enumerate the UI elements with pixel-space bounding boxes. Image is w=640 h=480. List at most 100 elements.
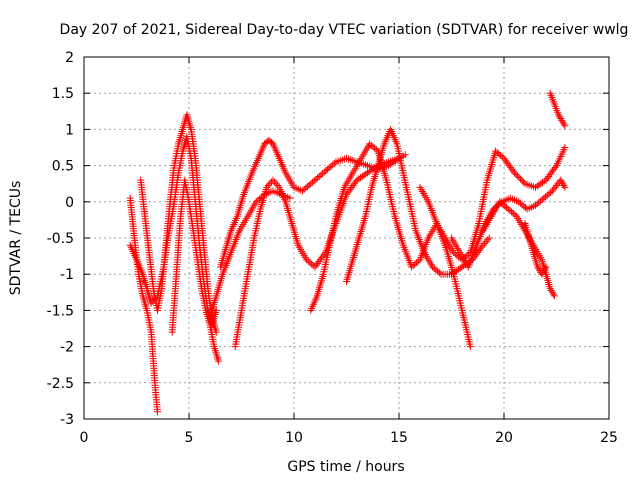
y-tick-label: 2 (65, 50, 74, 66)
series-arc-11 (448, 176, 569, 271)
data-point (327, 162, 335, 170)
data-point (154, 408, 161, 416)
data-point (324, 165, 332, 173)
data-point (476, 245, 484, 253)
series-arc-4 (168, 176, 222, 365)
series-arc-5 (217, 136, 409, 271)
series-arc-3 (137, 111, 220, 336)
data-point (546, 285, 554, 293)
data-point (550, 185, 558, 193)
data-point (557, 176, 565, 184)
data-point (509, 209, 517, 217)
series-arc-13 (521, 220, 550, 278)
data-point (555, 111, 563, 119)
data-point (535, 265, 543, 273)
data-point (498, 153, 506, 161)
data-point (484, 236, 492, 244)
data-point (479, 241, 487, 249)
data-point (450, 248, 458, 256)
data-point (549, 167, 557, 175)
x-tick-label: 20 (495, 430, 513, 446)
series-arc-14 (546, 89, 569, 130)
data-point (495, 150, 503, 158)
data-point (429, 263, 437, 271)
data-point (560, 120, 568, 128)
data-point (314, 259, 322, 267)
y-tick-label: 0.5 (52, 159, 74, 175)
data-point (434, 267, 442, 275)
data-point (401, 151, 409, 159)
data-point (545, 190, 553, 198)
y-tick-label: -1.5 (47, 303, 74, 319)
grid-lines (84, 57, 609, 419)
series-arc-6 (206, 187, 294, 322)
data-point (366, 140, 374, 148)
data-point (493, 149, 501, 157)
data-points (126, 89, 569, 416)
data-point (514, 172, 521, 180)
data-point (344, 189, 352, 197)
data-point (518, 201, 526, 209)
data-point (315, 258, 323, 266)
data-point (304, 257, 312, 265)
data-point (556, 113, 564, 121)
data-point (545, 172, 553, 180)
data-point (501, 156, 509, 164)
data-point (558, 178, 566, 186)
data-point (504, 160, 512, 168)
data-point (308, 178, 316, 186)
series-arc-7 (231, 154, 403, 351)
data-point (315, 172, 323, 180)
data-point (551, 183, 559, 191)
y-tick-label: 0 (65, 195, 74, 211)
data-point (548, 288, 556, 296)
data-point (482, 238, 490, 246)
data-point (314, 174, 322, 182)
x-tick-label: 5 (185, 430, 194, 446)
data-point (557, 115, 565, 123)
data-point (349, 182, 357, 190)
data-point (305, 181, 313, 189)
data-point (547, 169, 555, 177)
data-point (517, 175, 524, 183)
data-point (559, 180, 567, 188)
data-point (551, 163, 559, 171)
data-point (561, 122, 569, 130)
data-point (264, 182, 272, 190)
data-point (538, 270, 546, 278)
data-point (272, 180, 280, 188)
series-arc-10 (416, 144, 569, 264)
series-arc-8 (307, 140, 474, 351)
data-point (263, 183, 271, 191)
data-point (550, 165, 558, 173)
data-point (553, 182, 560, 190)
data-point (547, 286, 555, 294)
data-point (561, 183, 569, 191)
data-point (520, 202, 528, 210)
data-point (269, 176, 277, 184)
data-point (511, 169, 518, 177)
data-point (350, 180, 358, 188)
data-point (505, 162, 513, 170)
y-axis-label: SDTVAR / TECUs (8, 181, 24, 296)
data-point (307, 180, 315, 188)
data-point (319, 252, 327, 260)
data-point (542, 193, 550, 201)
data-point (286, 194, 294, 202)
data-point (481, 239, 489, 247)
data-point (537, 197, 545, 205)
data-point (503, 158, 511, 166)
data-point (453, 251, 461, 259)
data-point (306, 259, 314, 267)
data-point (508, 208, 516, 216)
data-point (500, 154, 508, 162)
data-point (504, 205, 512, 213)
y-tick-label: -2 (60, 340, 74, 356)
y-axis-ticks: -3 -2.5 -2 -1.5 -1 -0.5 0 0.5 1 1.5 2 (47, 50, 609, 428)
data-point (533, 200, 541, 208)
data-point (345, 187, 353, 195)
data-point (312, 175, 320, 183)
data-point (329, 161, 337, 169)
data-point (559, 118, 567, 126)
data-point (430, 264, 438, 272)
